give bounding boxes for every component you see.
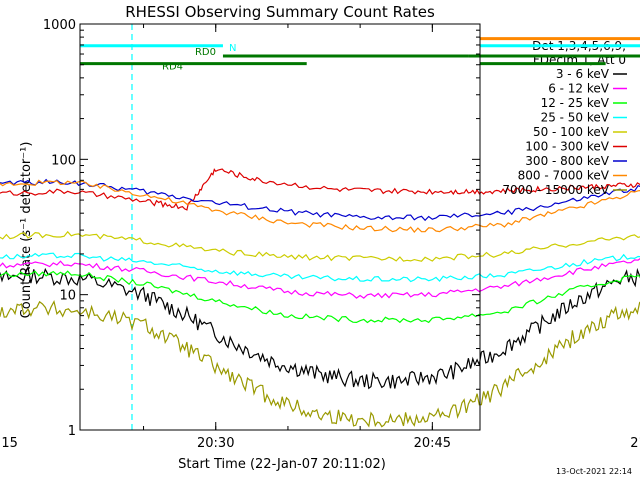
legend-entry: 25 - 50 keV bbox=[541, 111, 610, 125]
plot-frame bbox=[79, 23, 481, 431]
legend-entry: 50 - 100 keV bbox=[533, 125, 610, 139]
y-tick-label: 1000 bbox=[43, 18, 76, 33]
series-line bbox=[0, 270, 640, 324]
series-line bbox=[0, 258, 640, 299]
state-label: RD0 bbox=[195, 47, 216, 58]
footer-timestamp: 13-Oct-2021 22:14 bbox=[556, 467, 632, 476]
x-tick-label: 20:30 bbox=[197, 436, 234, 451]
y-tick-label: 1 bbox=[68, 424, 76, 439]
y-axis-label: Count Rate (s⁻¹ detector⁻¹) bbox=[19, 142, 34, 319]
legend-entry: 3 - 6 keV bbox=[556, 67, 610, 81]
state-label: N bbox=[229, 43, 236, 54]
series-line bbox=[0, 230, 640, 262]
chart-title: RHESSI Observing Summary Count Rates bbox=[125, 3, 435, 21]
legend-entry: 800 - 7000 keV bbox=[518, 169, 610, 183]
series-line bbox=[0, 299, 640, 428]
y-tick-label: 100 bbox=[51, 153, 76, 168]
x-axis-label: Start Time (22-Jan-07 20:11:02) bbox=[178, 457, 386, 472]
legend-entry: 12 - 25 keV bbox=[541, 96, 610, 110]
x-tick-label: 20:45 bbox=[414, 436, 451, 451]
x-tick-label: 20:15 bbox=[0, 436, 18, 451]
legend-entry: 100 - 300 keV bbox=[525, 140, 609, 154]
series-line bbox=[0, 168, 640, 211]
series-line bbox=[0, 179, 640, 233]
legend-entry: 6 - 12 keV bbox=[548, 82, 610, 96]
series-line bbox=[0, 265, 640, 390]
series-line bbox=[0, 178, 640, 222]
y-tick-label: 10 bbox=[59, 289, 76, 304]
legend-entry: 7000 - 15000 keV bbox=[502, 183, 609, 197]
state-label: RD4 bbox=[162, 62, 183, 73]
x-tick-label: 21:00 bbox=[630, 436, 640, 451]
series-line bbox=[0, 252, 640, 283]
legend-entry: 300 - 800 keV bbox=[525, 154, 609, 168]
